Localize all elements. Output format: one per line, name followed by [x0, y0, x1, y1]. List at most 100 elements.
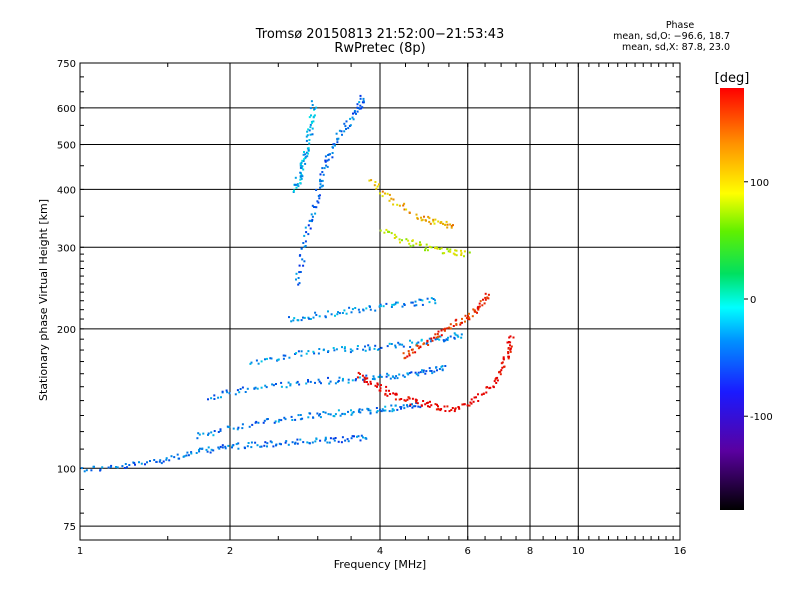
data-point [500, 362, 503, 365]
data-point [351, 349, 354, 352]
data-point [226, 391, 229, 394]
data-point [232, 427, 235, 430]
y-axis-label: Stationary phase Virtual Height [km] [37, 199, 50, 401]
data-point [357, 371, 360, 374]
data-point [190, 451, 193, 454]
data-point [319, 413, 321, 416]
data-point [213, 430, 216, 432]
data-point [509, 335, 512, 338]
data-point [278, 418, 281, 421]
data-point [426, 249, 429, 252]
data-point [340, 130, 343, 133]
data-point [495, 377, 498, 380]
data-point [183, 455, 186, 458]
data-point [454, 333, 457, 336]
data-point [303, 151, 305, 153]
data-point [289, 383, 292, 386]
data-point [311, 215, 314, 218]
data-point [314, 311, 317, 314]
data-point [359, 411, 362, 414]
data-point [408, 397, 411, 400]
data-point [429, 222, 432, 225]
data-point [237, 426, 240, 429]
data-point [408, 212, 411, 214]
data-point [379, 305, 382, 308]
data-point [396, 301, 399, 304]
data-point [297, 277, 300, 279]
data-point [315, 106, 318, 109]
data-point [498, 371, 500, 374]
data-point [438, 248, 441, 250]
data-point [307, 152, 309, 155]
data-point [421, 303, 424, 306]
data-point [470, 398, 473, 401]
data-point [303, 260, 306, 263]
stats-line-o: mean, sd,O: −96.6, 18.7 [613, 31, 730, 42]
data-point [442, 339, 445, 342]
data-point [283, 416, 286, 419]
data-point [328, 382, 331, 385]
data-point [384, 393, 387, 396]
data-point [419, 298, 422, 301]
data-point [343, 347, 346, 350]
data-point [110, 464, 113, 467]
data-point [447, 336, 449, 339]
data-point [319, 186, 322, 189]
data-point [411, 341, 414, 344]
data-point [210, 397, 213, 400]
data-point [453, 332, 456, 335]
data-point [375, 407, 378, 409]
data-point [260, 386, 263, 389]
data-point [448, 326, 451, 329]
data-point [468, 251, 471, 254]
data-point [470, 402, 473, 405]
data-point [291, 441, 294, 444]
y-tick-label: 600 [57, 104, 76, 115]
data-point [278, 442, 281, 445]
data-point [219, 429, 222, 432]
data-point [345, 128, 347, 130]
data-point [226, 425, 229, 428]
data-point [331, 152, 334, 154]
data-point [241, 427, 244, 430]
data-point [241, 386, 244, 389]
data-point [406, 405, 409, 408]
data-point [202, 432, 205, 435]
data-point [259, 445, 262, 448]
data-point [488, 387, 491, 390]
data-point [264, 358, 266, 361]
data-point [507, 357, 510, 360]
data-point [280, 419, 283, 422]
data-point [85, 469, 88, 472]
data-point [307, 416, 310, 419]
data-point [366, 377, 369, 380]
data-point [420, 339, 423, 342]
data-point [449, 323, 452, 326]
data-point [297, 283, 300, 286]
data-point [409, 339, 411, 342]
data-point [196, 437, 199, 440]
data-point [313, 352, 316, 355]
data-point [415, 342, 418, 345]
data-point [352, 411, 355, 413]
data-point [400, 406, 403, 409]
data-point [270, 357, 273, 360]
data-point [324, 159, 327, 162]
data-point [302, 153, 305, 156]
data-point [374, 344, 377, 347]
data-point [428, 301, 431, 304]
data-point [306, 130, 309, 133]
data-point [341, 379, 344, 382]
data-point [452, 325, 455, 327]
data-point [359, 373, 361, 375]
data-point [190, 452, 193, 455]
data-point [294, 418, 297, 421]
data-point [334, 144, 336, 147]
data-point [384, 192, 386, 195]
data-point [313, 108, 316, 110]
data-point [272, 445, 275, 448]
data-point [307, 316, 310, 319]
data-point [426, 339, 429, 342]
data-point [376, 382, 379, 385]
data-point [398, 398, 401, 401]
